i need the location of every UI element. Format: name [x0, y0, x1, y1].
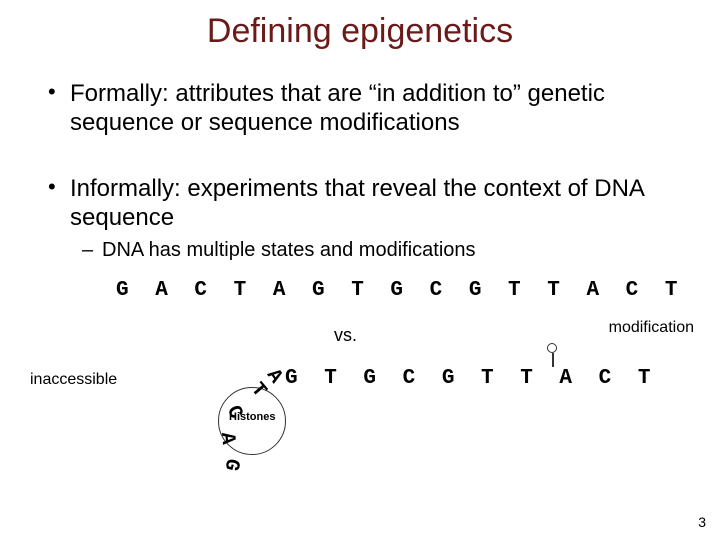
bullet-list: Formally: attributes that are “in additi…: [0, 51, 720, 263]
bullet-informally: Informally: experiments that reveal the …: [44, 174, 676, 233]
modification-stem-icon: [552, 353, 554, 367]
sequence-accessible: G T G C G T T A C T: [285, 367, 657, 390]
slide-title: Defining epigenetics: [0, 0, 720, 51]
bullet-sub-dna-states: DNA has multiple states and modification…: [44, 238, 676, 263]
modification-label: modification: [609, 319, 694, 337]
wrapped-base-A2: A: [215, 432, 239, 446]
wrapped-base-G: G: [218, 456, 243, 474]
vs-label: vs.: [334, 325, 357, 346]
bullet-formally: Formally: attributes that are “in additi…: [44, 79, 676, 138]
modification-marker-icon: [547, 343, 557, 353]
page-number: 3: [698, 514, 706, 530]
sequence-linear: G A C T A G T G C G T T A C T: [116, 279, 684, 302]
dna-diagram: G A C T A G T G C G T T A C T vs. modifi…: [0, 279, 720, 499]
inaccessible-label: inaccessible: [30, 371, 117, 389]
